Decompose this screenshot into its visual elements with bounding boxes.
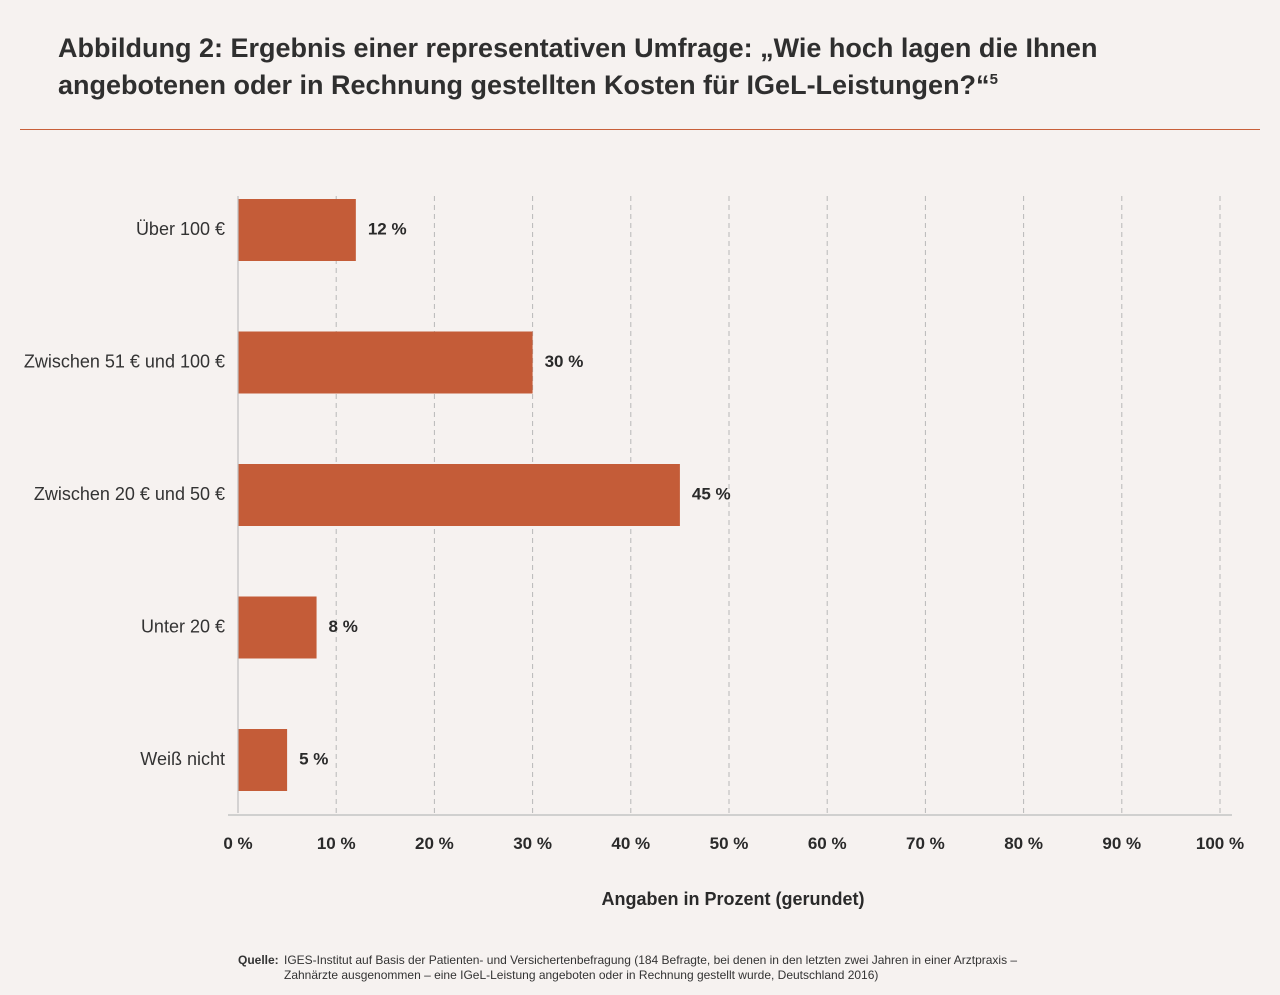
x-tick-label: 0 % xyxy=(223,834,252,853)
value-label: 30 % xyxy=(545,352,584,371)
bar xyxy=(238,729,288,791)
x-tick-label: 100 % xyxy=(1196,834,1244,853)
x-tick-label: 70 % xyxy=(906,834,945,853)
value-label: 5 % xyxy=(299,749,328,768)
x-axis-title: Angaben in Prozent (gerundet) xyxy=(601,889,865,909)
category-label: Weiß nicht xyxy=(140,749,225,769)
x-tick-label: 50 % xyxy=(710,834,749,853)
category-label: Unter 20 € xyxy=(141,616,225,636)
x-tick-label: 80 % xyxy=(1004,834,1043,853)
value-label: 45 % xyxy=(692,484,731,503)
source-label: Quelle: xyxy=(238,953,279,967)
x-tick-label: 10 % xyxy=(317,834,356,853)
x-tick-label: 60 % xyxy=(808,834,847,853)
bar xyxy=(238,464,680,526)
source-note: Quelle: IGES-Institut auf Basis der Pati… xyxy=(238,953,1068,983)
source-text: IGES-Institut auf Basis der Patienten- u… xyxy=(284,953,1018,982)
chart-title: Abbildung 2: Ergebnis einer representati… xyxy=(58,33,1098,100)
x-tick-label: 20 % xyxy=(415,834,454,853)
bar xyxy=(238,331,533,394)
category-label: Zwischen 20 € und 50 € xyxy=(34,484,225,504)
title-footnote: 5 xyxy=(989,71,998,88)
labels: 0 % 10 % 20 % 30 % 40 % 50 % 60 % 70 % 80 % 90 % 1… xyxy=(24,219,1244,853)
x-tick-label: 30 % xyxy=(513,834,552,853)
value-label: 8 % xyxy=(329,617,358,636)
bar xyxy=(238,199,356,261)
category-label: Zwischen 51 € und 100 € xyxy=(24,351,225,371)
x-tick-label: 90 % xyxy=(1102,834,1141,853)
title-rule xyxy=(20,129,1260,130)
bar xyxy=(238,596,317,659)
bars xyxy=(238,199,680,791)
value-label: 12 % xyxy=(368,219,407,238)
axes xyxy=(228,196,1232,816)
category-label: Über 100 € xyxy=(136,219,225,239)
x-tick-label: 40 % xyxy=(611,834,650,853)
